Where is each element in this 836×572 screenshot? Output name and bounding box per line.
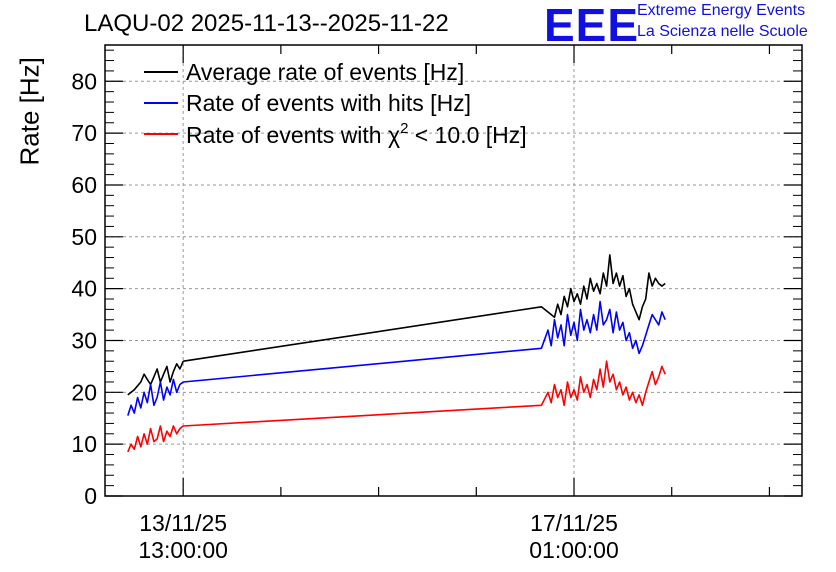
legend-label-average: Average rate of events [Hz] bbox=[186, 59, 464, 85]
series-hits-rate-segment-0 bbox=[127, 378, 184, 416]
grid-lines bbox=[105, 45, 802, 496]
plot-frame bbox=[104, 44, 803, 497]
legend-label-chi2-pre: Rate of events with bbox=[186, 122, 388, 148]
chart-title: LAQU-02 2025-11-13--2025-11-22 bbox=[84, 10, 449, 37]
legend-label-chi2-sup: 2 bbox=[400, 120, 408, 137]
org-name-line2: La Scienza nelle Scuole bbox=[637, 23, 808, 40]
y-tick-label: 60 bbox=[71, 172, 97, 198]
y-tick-label: 40 bbox=[71, 276, 97, 302]
series-layer bbox=[127, 254, 666, 453]
series-chi2-rate-segment-0 bbox=[127, 425, 184, 453]
y-tick-label: 20 bbox=[71, 379, 97, 405]
org-name-line1: Extreme Energy Events bbox=[637, 2, 806, 19]
legend-label-chi2-post: < 10.0 [Hz] bbox=[408, 122, 526, 148]
x-tick-label-date: 17/11/25 bbox=[530, 510, 618, 536]
y-tick-label: 70 bbox=[71, 120, 97, 146]
y-tick-label: 10 bbox=[71, 431, 97, 457]
x-tick-label-time: 13:00:00 bbox=[138, 537, 228, 563]
x-tick-label-time: 01:00:00 bbox=[529, 537, 619, 563]
legend-label-chi2-chi: χ bbox=[388, 122, 400, 148]
legend-label-hits: Rate of events with hits [Hz] bbox=[186, 90, 471, 116]
legend: Average rate of events [Hz] Rate of even… bbox=[144, 59, 527, 148]
y-tick-label: 30 bbox=[71, 327, 97, 353]
eee-logo: EEE bbox=[544, 0, 640, 51]
series-average-rate-segment-1 bbox=[183, 254, 666, 362]
y-tick-label: 50 bbox=[71, 224, 97, 250]
x-tick-label-date: 13/11/25 bbox=[139, 510, 227, 536]
series-hits-rate-segment-1 bbox=[183, 300, 666, 383]
series-average-rate-segment-0 bbox=[127, 360, 184, 396]
y-tick-label: 0 bbox=[84, 483, 97, 509]
y-tick-label: 80 bbox=[71, 68, 97, 94]
series-chi2-rate-segment-1 bbox=[183, 360, 666, 427]
legend-label-chi2: Rate of events with χ2 < 10.0 [Hz] bbox=[186, 120, 527, 148]
